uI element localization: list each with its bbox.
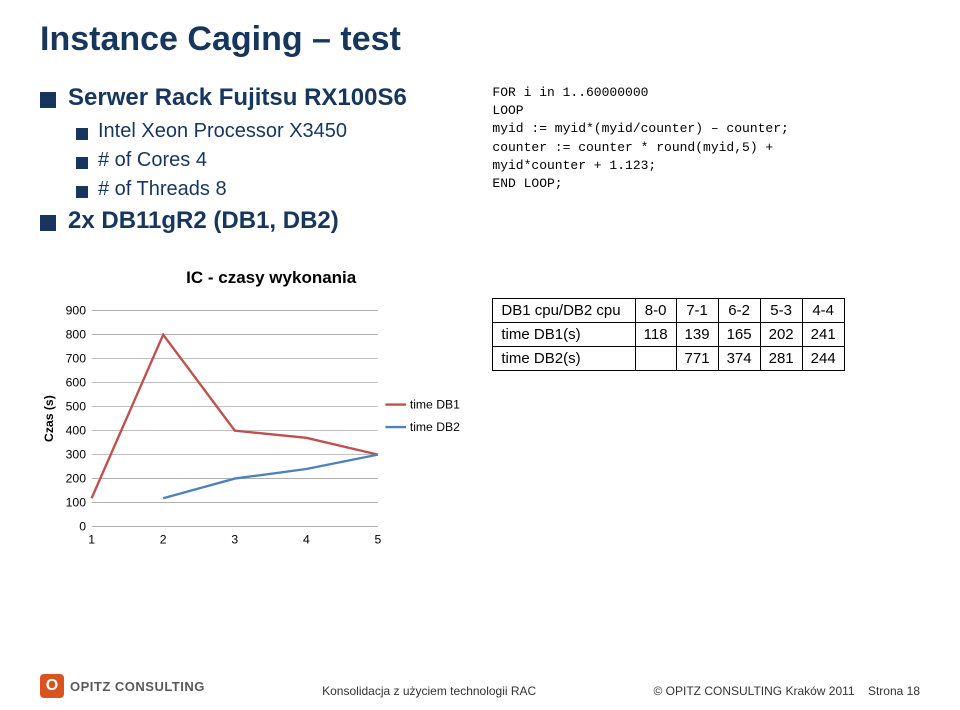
line-chart: 0 100 200 300 400 500 600 700 800 900 1 2 3 4 5 time DB… <box>40 293 462 563</box>
svg-text:0: 0 <box>79 519 86 533</box>
table-row-label: time DB2(s) <box>493 347 635 371</box>
table-cell: 241 <box>802 323 844 347</box>
svg-text:700: 700 <box>66 351 87 365</box>
content-row: Serwer Rack Fujitsu RX100S6 Intel Xeon P… <box>40 84 920 243</box>
chart-area: IC - czasy wykonania 0 100 200 300 400 500 600… <box>40 268 920 568</box>
table-row-label: DB1 cpu/DB2 cpu <box>493 299 635 323</box>
bullet-threads: # of Threads 8 <box>76 178 462 201</box>
bullet-text: Serwer Rack Fujitsu RX100S6 <box>68 84 407 112</box>
table-cell: 118 <box>635 323 676 347</box>
bullet-square-icon <box>76 186 88 198</box>
bullet-text: 2x DB11gR2 (DB1, DB2) <box>68 207 339 235</box>
svg-text:time DB2: time DB2 <box>410 420 460 434</box>
logo-icon: O <box>40 674 64 698</box>
svg-text:600: 600 <box>66 375 87 389</box>
table-row-label: time DB1(s) <box>493 323 635 347</box>
chart-container: IC - czasy wykonania 0 100 200 300 400 500 600… <box>40 268 462 568</box>
logo-text: OPITZ CONSULTING <box>70 679 205 694</box>
table-cell: 6-2 <box>718 299 760 323</box>
svg-text:2: 2 <box>160 532 167 546</box>
table-row: time DB2(s) 771374281244 <box>493 347 844 371</box>
table-cell: 771 <box>676 347 718 371</box>
svg-text:800: 800 <box>66 327 87 341</box>
table-row: DB1 cpu/DB2 cpu8-07-16-25-34-4 <box>493 299 844 323</box>
svg-text:300: 300 <box>66 447 87 461</box>
table-cell: 139 <box>676 323 718 347</box>
footer-right: © OPITZ CONSULTING Kraków 2011 Strona 18 <box>653 684 920 698</box>
bullet-square-icon <box>40 92 56 108</box>
logo: O OPITZ CONSULTING <box>40 674 205 698</box>
bullet-text: # of Cores 4 <box>98 149 207 172</box>
bullet-square-icon <box>76 128 88 140</box>
table-cell: 165 <box>718 323 760 347</box>
footer-center: Konsolidacja z użyciem technologii RAC <box>322 684 536 698</box>
chart-title: IC - czasy wykonania <box>40 268 462 288</box>
svg-text:200: 200 <box>66 471 87 485</box>
bullet-square-icon <box>76 157 88 169</box>
svg-text:900: 900 <box>66 303 87 317</box>
code-column: FOR i in 1..60000000 LOOP myid := myid*(… <box>492 84 920 243</box>
svg-text:1: 1 <box>88 532 95 546</box>
table-cell: 5-3 <box>760 299 802 323</box>
table-cell: 8-0 <box>635 299 676 323</box>
bullet-cpu: Intel Xeon Processor X3450 <box>76 120 462 143</box>
svg-text:100: 100 <box>66 495 87 509</box>
table-cell: 4-4 <box>802 299 844 323</box>
bullet-cores: # of Cores 4 <box>76 149 462 172</box>
slide-title: Instance Caging – test <box>40 20 920 59</box>
table-cell: 244 <box>802 347 844 371</box>
table-container: DB1 cpu/DB2 cpu8-07-16-25-34-4time DB1(s… <box>492 268 920 568</box>
svg-text:500: 500 <box>66 399 87 413</box>
svg-text:4: 4 <box>303 532 310 546</box>
svg-text:time DB1: time DB1 <box>410 397 460 411</box>
svg-text:3: 3 <box>231 532 238 546</box>
bullet-text: Intel Xeon Processor X3450 <box>98 120 347 143</box>
code-block: FOR i in 1..60000000 LOOP myid := myid*(… <box>492 84 920 193</box>
table-cell: 7-1 <box>676 299 718 323</box>
footer: O OPITZ CONSULTING Konsolidacja z użycie… <box>40 674 920 698</box>
table-cell: 281 <box>760 347 802 371</box>
svg-text:400: 400 <box>66 423 87 437</box>
table-cell <box>635 347 676 371</box>
bullet-server: Serwer Rack Fujitsu RX100S6 <box>40 84 462 112</box>
bullet-square-icon <box>40 215 56 231</box>
bullet-text: # of Threads 8 <box>98 178 227 201</box>
table-cell: 202 <box>760 323 802 347</box>
table-row: time DB1(s)118139165202241 <box>493 323 844 347</box>
table-cell: 374 <box>718 347 760 371</box>
bullets-column: Serwer Rack Fujitsu RX100S6 Intel Xeon P… <box>40 84 462 243</box>
svg-text:5: 5 <box>375 532 382 546</box>
svg-text:Czas (s): Czas (s) <box>42 395 56 442</box>
bullet-db: 2x DB11gR2 (DB1, DB2) <box>40 207 462 235</box>
results-table: DB1 cpu/DB2 cpu8-07-16-25-34-4time DB1(s… <box>492 298 844 371</box>
